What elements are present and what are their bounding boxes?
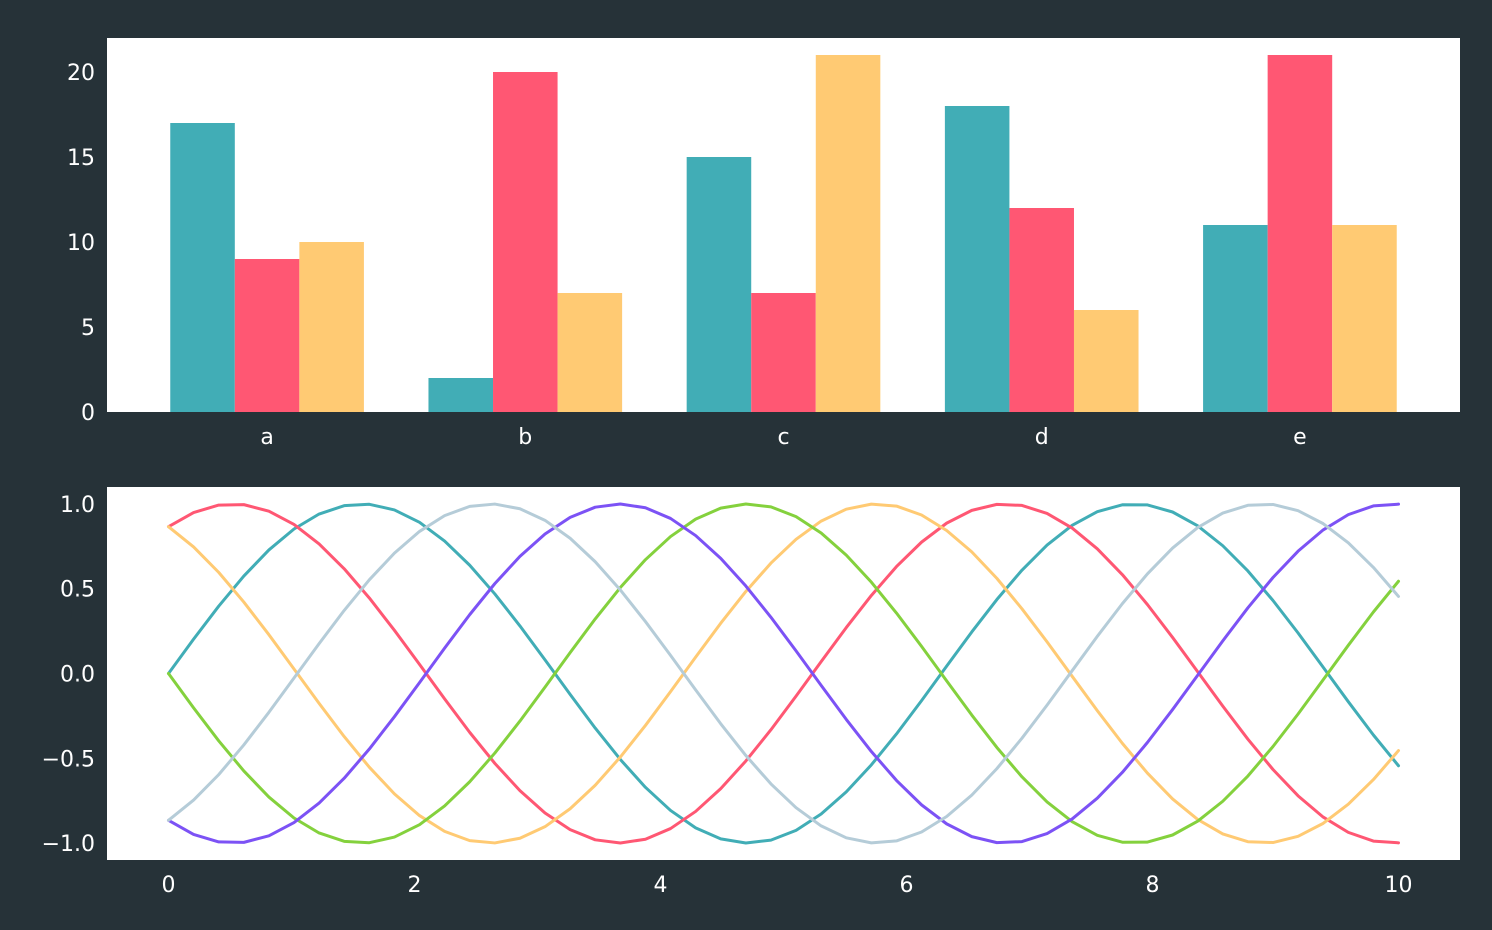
bar-y-tick-label: 0 xyxy=(81,401,95,426)
bar-y-tick-label: 5 xyxy=(81,316,95,341)
line-y-tick-label: 0.0 xyxy=(60,663,95,688)
line-chart-x-axis: 0 2 4 6 8 10 xyxy=(162,873,1413,898)
line-series-3 xyxy=(167,502,1400,845)
bar-chart: a b c d e 0 5 10 15 20 xyxy=(67,38,1460,450)
bar-a-series-3 xyxy=(299,242,364,412)
bar-d-series-3 xyxy=(1073,310,1139,412)
line-series-6 xyxy=(167,502,1400,845)
bar-y-tick-label: 15 xyxy=(67,146,95,171)
line-x-tick-label: 2 xyxy=(408,873,422,898)
line-x-tick-label: 0 xyxy=(162,873,176,898)
bar-b-series-3 xyxy=(557,293,623,412)
bar-x-tick-label: d xyxy=(1035,425,1049,450)
line-y-tick-label: 0.5 xyxy=(60,578,95,603)
bar-c-series-3 xyxy=(815,55,881,412)
line-chart-lines xyxy=(167,502,1400,845)
line-x-tick-label: 6 xyxy=(900,873,914,898)
bar-c-series-1 xyxy=(686,157,752,412)
bar-d-series-2 xyxy=(1009,208,1074,412)
bar-chart-bars xyxy=(170,55,1397,412)
line-x-tick-label: 4 xyxy=(654,873,668,898)
bar-e-series-2 xyxy=(1267,55,1333,412)
bar-e-series-1 xyxy=(1203,225,1268,412)
line-y-tick-label: −1.0 xyxy=(42,832,95,857)
bar-b-series-2 xyxy=(493,72,558,412)
line-series-2 xyxy=(167,502,1400,845)
bar-x-tick-label: c xyxy=(777,425,789,450)
bar-x-tick-label: e xyxy=(1293,425,1307,450)
bar-chart-y-axis: 0 5 10 15 20 xyxy=(67,61,95,426)
bar-c-series-2 xyxy=(751,293,816,412)
line-series-4 xyxy=(167,502,1400,845)
bar-d-series-1 xyxy=(944,106,1010,412)
bar-y-tick-label: 20 xyxy=(67,61,95,86)
line-y-tick-label: 1.0 xyxy=(60,493,95,518)
line-series-1 xyxy=(167,502,1400,845)
line-x-tick-label: 8 xyxy=(1146,873,1160,898)
bar-e-series-3 xyxy=(1332,225,1397,412)
bar-chart-x-axis: a b c d e xyxy=(260,425,1306,450)
line-chart: 0 2 4 6 8 10 1.0 0.5 0.0 −0.5 −1.0 xyxy=(42,487,1460,898)
bar-b-series-1 xyxy=(428,378,494,412)
bar-x-tick-label: b xyxy=(518,425,532,450)
bar-y-tick-label: 10 xyxy=(67,231,95,256)
bar-a-series-2 xyxy=(234,259,300,412)
bar-a-series-1 xyxy=(170,123,235,412)
line-chart-plot-area xyxy=(107,487,1460,860)
line-series-5 xyxy=(167,502,1400,845)
line-y-tick-label: −0.5 xyxy=(42,747,95,772)
line-x-tick-label: 10 xyxy=(1385,873,1413,898)
bar-x-tick-label: a xyxy=(260,425,273,450)
line-chart-y-axis: 1.0 0.5 0.0 −0.5 −1.0 xyxy=(42,493,95,857)
